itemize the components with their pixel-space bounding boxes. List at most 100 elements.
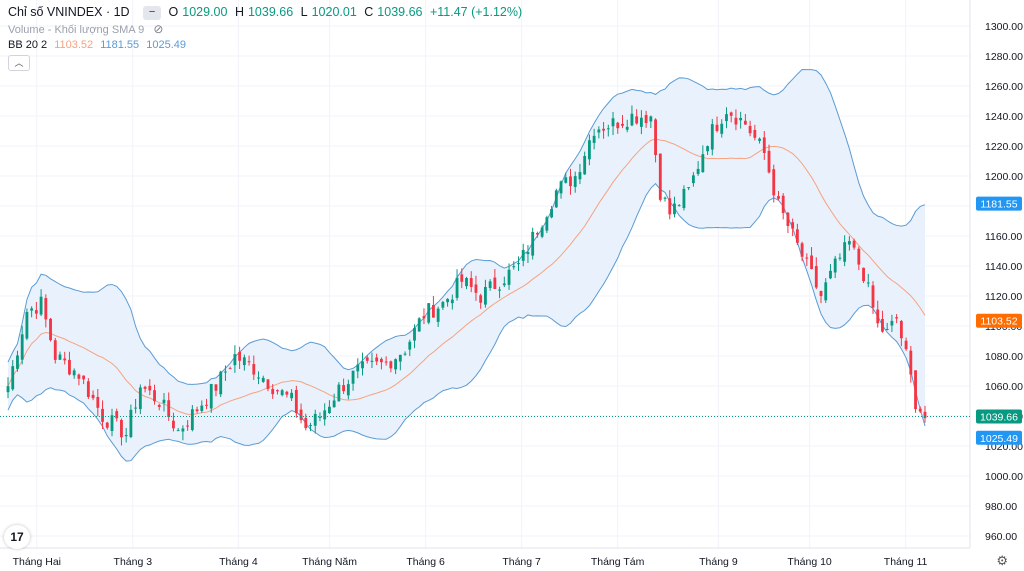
candle-body xyxy=(162,399,166,404)
candle-body xyxy=(616,122,620,129)
candle-body xyxy=(276,390,279,392)
candle-body xyxy=(422,316,426,319)
candle-body xyxy=(502,283,506,286)
bb-basis-line xyxy=(7,138,926,415)
candle-body xyxy=(753,129,757,138)
candle-body xyxy=(460,274,464,282)
time-tick-label: Tháng 9 xyxy=(699,556,738,568)
candle-body xyxy=(729,112,733,116)
candle-body xyxy=(77,374,81,379)
bb-legend: BB 20 2 1103.52 1181.55 1025.49 xyxy=(8,39,190,51)
candle-body xyxy=(748,125,752,134)
candle-body xyxy=(365,357,369,361)
candle-body xyxy=(389,361,393,369)
candle-body xyxy=(280,390,284,396)
candle-body xyxy=(625,126,629,130)
candle-body xyxy=(621,123,624,126)
volume-label[interactable]: Volume - Khối lượng SMA 9 xyxy=(8,24,145,36)
chart-legend-main: Chỉ số VNINDEX · 1D − O 1029.00 H 1039.66 … xyxy=(8,5,530,20)
bb-upper-value: 1181.55 xyxy=(100,39,140,51)
candle-body xyxy=(413,327,416,341)
candle-body xyxy=(777,196,780,199)
candle-body xyxy=(129,409,133,438)
bb-label[interactable]: BB 20 2 xyxy=(8,39,48,51)
candle-body xyxy=(446,298,450,303)
candle-body xyxy=(342,385,346,392)
candle-body xyxy=(881,318,884,332)
candle-body xyxy=(233,354,237,366)
candle-body xyxy=(20,334,24,360)
candle-body xyxy=(885,328,889,330)
tradingview-logo-icon[interactable]: 17 xyxy=(4,525,30,549)
candle-body xyxy=(554,190,558,208)
candle-body xyxy=(682,188,686,209)
candle-body xyxy=(559,181,563,194)
candle-body xyxy=(758,138,761,141)
candle-body xyxy=(918,408,922,412)
candle-body xyxy=(346,384,350,396)
candle-body xyxy=(153,390,156,402)
price-tick-label: 1080.00 xyxy=(985,351,1023,363)
candle-body xyxy=(58,354,62,360)
bb-upper-line xyxy=(7,69,926,385)
candle-body xyxy=(11,366,15,390)
candle-body xyxy=(786,212,790,227)
candle-body xyxy=(450,299,454,304)
candle-body xyxy=(224,371,227,373)
candle-body xyxy=(725,114,728,122)
candle-body xyxy=(318,416,322,418)
candle-body xyxy=(857,248,861,265)
candle-body xyxy=(654,119,657,156)
time-tick-label: Tháng 11 xyxy=(884,556,928,568)
candle-body xyxy=(895,317,899,319)
candle-body xyxy=(124,435,128,437)
time-tick-label: Tháng Hai xyxy=(13,556,61,568)
candle-body xyxy=(172,420,175,429)
symbol-title[interactable]: Chỉ số VNINDEX · 1D xyxy=(8,5,130,19)
candle-body xyxy=(814,266,818,288)
candle-body xyxy=(313,413,317,426)
candle-body xyxy=(328,406,331,414)
candle-body xyxy=(337,384,341,402)
close-price-tag xyxy=(976,409,1022,424)
price-tick-label: 1260.00 xyxy=(985,81,1023,93)
candle-body xyxy=(696,168,700,174)
candle-body xyxy=(53,340,57,360)
candle-body xyxy=(436,308,440,322)
minimize-icon[interactable]: − xyxy=(143,5,162,20)
candle-body xyxy=(294,389,298,414)
gear-icon[interactable]: ⚙ xyxy=(996,553,1008,568)
candle-body xyxy=(394,359,398,370)
candle-body xyxy=(866,282,870,284)
candle-body xyxy=(431,305,435,318)
price-tick-label: 1280.00 xyxy=(985,51,1023,63)
candle-body xyxy=(838,257,842,259)
candle-body xyxy=(441,301,445,308)
price-tick-label: 1140.00 xyxy=(985,261,1022,273)
candle-body xyxy=(639,117,643,127)
candle-body xyxy=(148,385,152,391)
candle-body xyxy=(403,353,407,355)
candle-body xyxy=(309,425,312,427)
candle-body xyxy=(304,417,308,429)
collapse-legend-icon[interactable]: ︿ xyxy=(8,55,30,71)
candle-body xyxy=(176,430,180,432)
candle-body xyxy=(507,269,511,285)
candle-body xyxy=(375,357,379,362)
candle-body xyxy=(498,289,502,291)
candle-body xyxy=(772,169,776,196)
candle-body xyxy=(904,340,908,350)
candle-body xyxy=(673,203,676,215)
candle-body xyxy=(602,128,605,131)
candle-body xyxy=(115,411,119,419)
ohlc-values: O 1029.00 H 1039.66 L 1020.01 C 1039.66 +11.… xyxy=(168,5,523,19)
eye-hidden-icon[interactable]: ⊘ xyxy=(153,22,164,36)
time-tick-label: Tháng 7 xyxy=(502,556,541,568)
candle-body xyxy=(351,370,355,384)
bb-band-fill xyxy=(8,69,925,462)
candle-body xyxy=(819,290,823,297)
candle-body xyxy=(597,129,601,133)
candle-body xyxy=(824,282,828,301)
candle-body xyxy=(101,408,104,422)
